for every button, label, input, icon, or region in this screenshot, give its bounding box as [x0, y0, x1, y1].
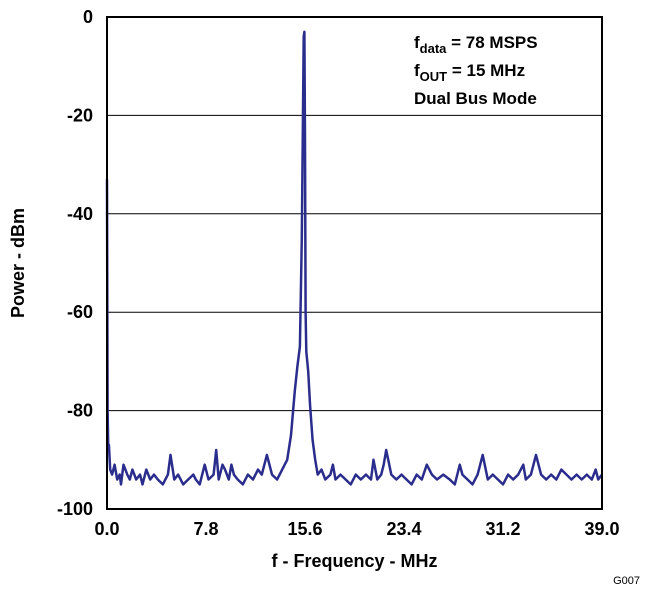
y-tick-label: -100: [57, 499, 93, 519]
y-axis-label: Power - dBm: [8, 208, 28, 318]
anno2-sub: OUT: [420, 69, 448, 84]
x-tick-label: 23.4: [386, 519, 421, 539]
annotation-box: fdata = 78 MSPS fOUT = 15 MHz Dual Bus M…: [414, 33, 538, 108]
x-tick-label: 7.8: [193, 519, 218, 539]
y-tick-label: 0: [83, 7, 93, 27]
grid-lines: [107, 114, 602, 412]
annotation-mode: Dual Bus Mode: [414, 89, 537, 108]
anno1-rest: = 78 MSPS: [446, 33, 537, 52]
y-tick-label: -20: [67, 105, 93, 125]
y-tick-label: -80: [67, 401, 93, 421]
y-tick-label: -40: [67, 204, 93, 224]
x-tick-label: 31.2: [485, 519, 520, 539]
y-tick-label: -60: [67, 302, 93, 322]
x-tick-labels: 0.0 7.8 15.6 23.4 31.2 39.0: [94, 519, 619, 539]
anno1-sub: data: [420, 41, 448, 56]
annotation-sample-rate: fdata = 78 MSPS: [414, 33, 538, 56]
plot-frame: [106, 16, 603, 510]
annotation-output-frequency: fOUT = 15 MHz: [414, 61, 525, 84]
anno2-main: f: [414, 61, 420, 80]
x-axis-label: f - Frequency - MHz: [271, 551, 437, 571]
figure-id: G007: [613, 575, 640, 587]
y-tick-labels: 0 -20 -40 -60 -80 -100: [57, 7, 93, 519]
series-line: [105, 30, 603, 486]
x-tick-label: 39.0: [584, 519, 619, 539]
x-tick-label: 15.6: [287, 519, 322, 539]
x-tick-label: 0.0: [94, 519, 119, 539]
anno2-rest: = 15 MHz: [447, 61, 525, 80]
anno1-main: f: [414, 33, 420, 52]
